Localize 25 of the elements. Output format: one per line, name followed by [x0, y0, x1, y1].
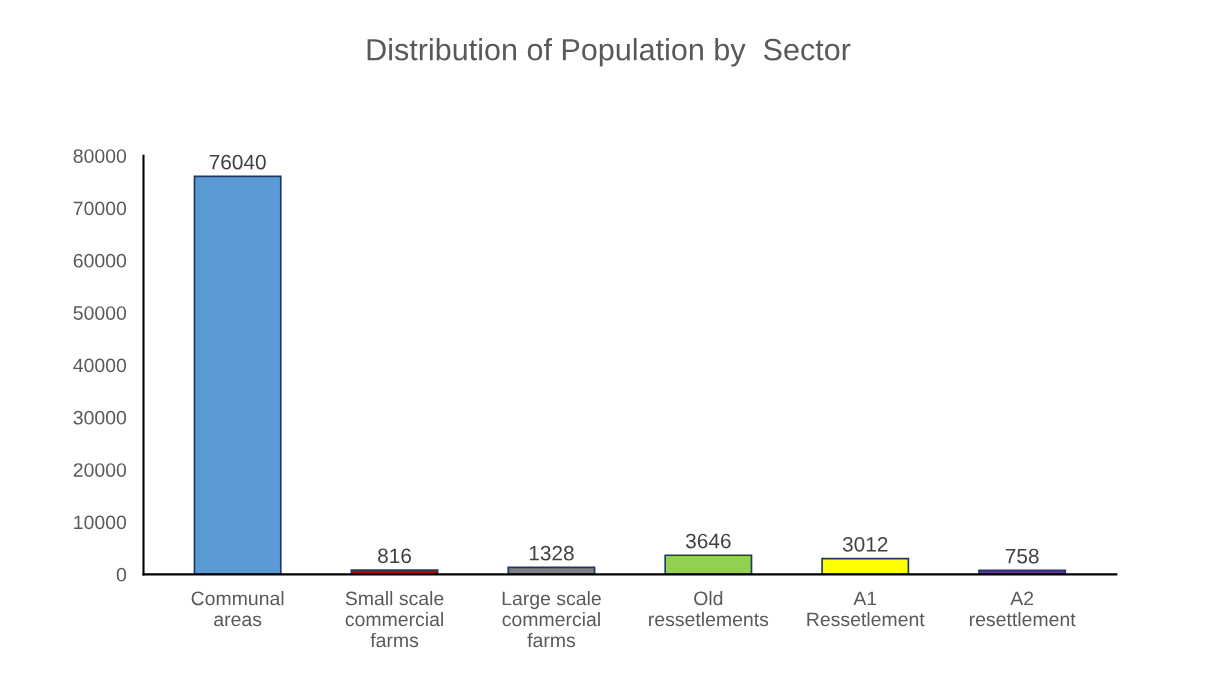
- y-tick-label: 70000: [73, 201, 127, 216]
- y-tick-label: 20000: [73, 463, 127, 477]
- y-tick-label: 30000: [73, 410, 127, 425]
- data-label: 76040: [209, 154, 266, 170]
- y-tick-label: 60000: [73, 253, 127, 268]
- bar: [664, 554, 753, 575]
- y-tick-label: 80000: [73, 149, 127, 163]
- data-label: 758: [1005, 548, 1039, 564]
- data-label: 1328: [529, 545, 574, 561]
- chart-title: Distribution of Population by Sector: [367, 38, 851, 67]
- data-label: 3012: [842, 536, 888, 552]
- x-tick-label: A2 resettlement: [969, 591, 1076, 627]
- x-tick-label: Large scale commercial farms: [502, 591, 601, 648]
- x-tick-label: Old ressetlements: [649, 591, 769, 627]
- y-tick-label: 50000: [73, 306, 127, 320]
- x-tick-label: A1 Ressetlement: [807, 591, 925, 627]
- bar: [193, 175, 282, 575]
- bar: [821, 557, 910, 575]
- y-tick-label: 10000: [74, 515, 127, 530]
- x-tick-label: Small scale commercial farms: [345, 591, 444, 648]
- y-tick-label: 0: [116, 567, 127, 582]
- x-tick-label: Communal areas: [191, 591, 284, 627]
- y-tick-label: 40000: [73, 358, 127, 373]
- data-label: 816: [378, 548, 411, 564]
- data-label: 3646: [685, 533, 731, 549]
